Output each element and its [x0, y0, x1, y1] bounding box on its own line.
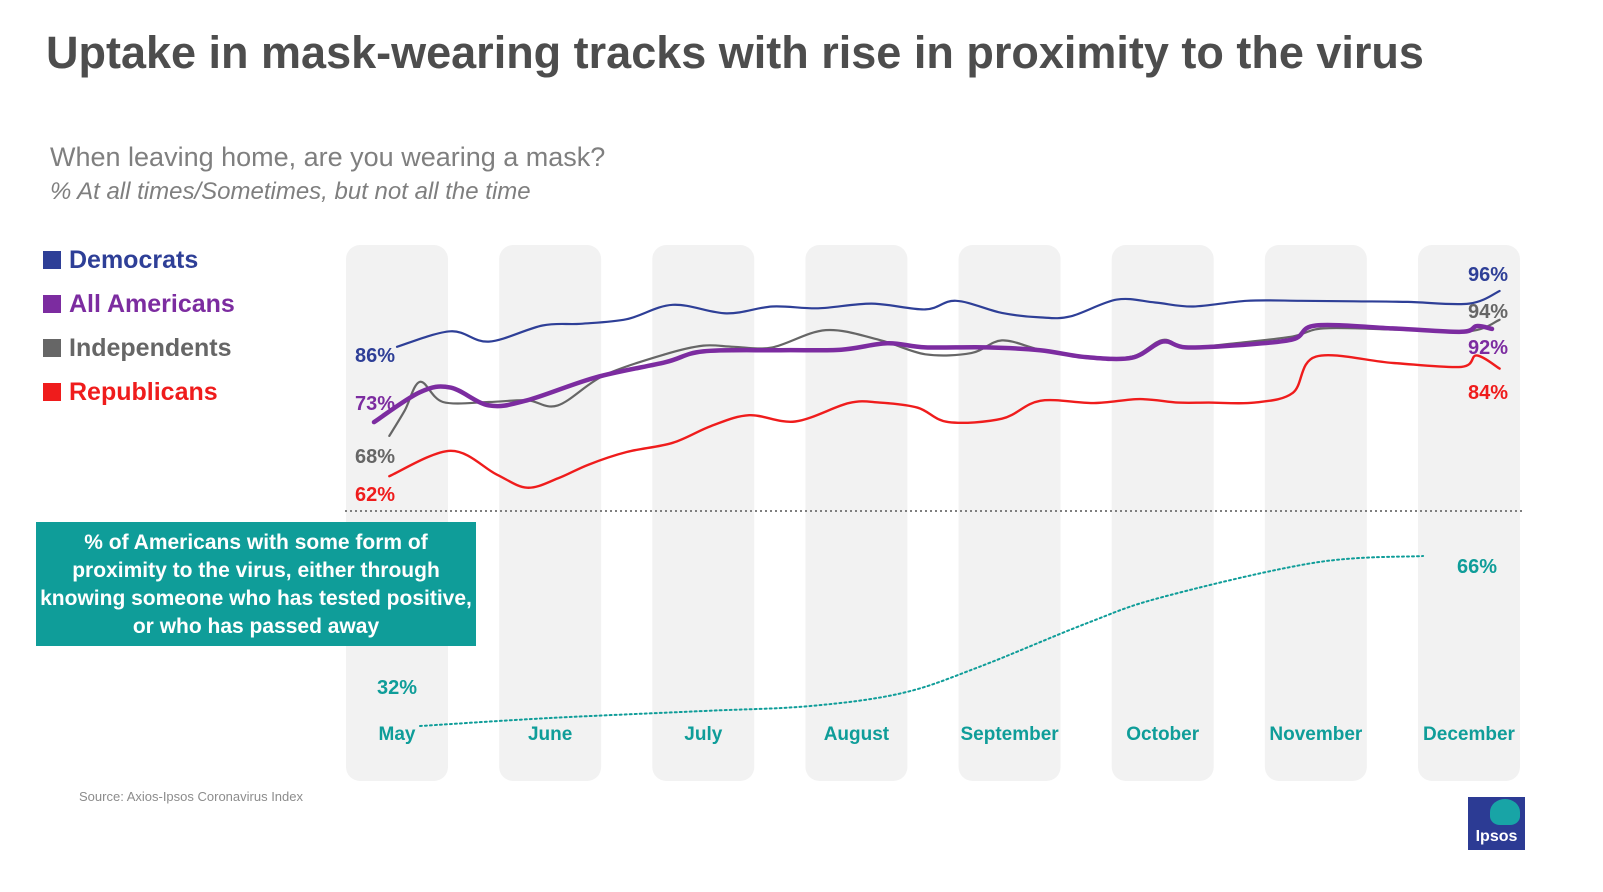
month-band-august — [805, 245, 908, 781]
legend-item-democrats[interactable]: Democrats — [43, 238, 235, 282]
end-label-democrats: 96% — [1468, 264, 1508, 286]
series-line-democrats — [395, 289, 1501, 348]
legend-item-all-americans[interactable]: All Americans — [43, 282, 235, 326]
start-label-proximity-to-the-virus: 32% — [377, 677, 417, 699]
chart-title: Uptake in mask-wearing tracks with rise … — [46, 27, 1424, 78]
x-tick-label-november: November — [1269, 724, 1363, 745]
month-band-june — [499, 245, 602, 781]
series-line-independents — [388, 318, 1501, 437]
series-line-all-americans — [371, 322, 1495, 425]
month-band-july — [652, 245, 755, 781]
month-band-october — [1111, 245, 1214, 781]
legend-swatch-independents — [43, 339, 61, 357]
x-tick-label-october: October — [1126, 724, 1199, 745]
end-label-all-americans: 92% — [1468, 337, 1508, 359]
x-tick-label-july: July — [684, 724, 722, 745]
legend-label-independents: Independents — [69, 333, 232, 362]
end-label-independents: 94% — [1468, 301, 1508, 323]
x-tick-label-june: June — [528, 724, 572, 745]
month-band-november — [1264, 245, 1367, 781]
month-band-december — [1418, 245, 1520, 781]
start-label-all-americans: 73% — [355, 393, 395, 415]
x-tick-label-december: December — [1423, 724, 1515, 745]
legend-label-republicans: Republicans — [69, 377, 218, 406]
legend-swatch-democrats — [43, 251, 61, 269]
end-label-proximity-to-the-virus: 66% — [1457, 556, 1497, 578]
legend: Democrats All Americans Independents Rep… — [43, 238, 235, 414]
legend-label-all-americans: All Americans — [69, 289, 235, 318]
start-label-independents: 68% — [355, 446, 395, 468]
series-line-republicans — [388, 353, 1501, 489]
ipsos-logo: Ipsos — [1468, 797, 1525, 850]
start-label-republicans: 62% — [355, 484, 395, 506]
legend-item-republicans[interactable]: Republicans — [43, 370, 235, 414]
series-line-proximity-to-the-virus — [419, 555, 1425, 727]
chart-subtitle: When leaving home, are you wearing a mas… — [50, 142, 606, 172]
x-tick-label-august: August — [824, 724, 890, 745]
x-tick-label-september: September — [960, 724, 1059, 745]
legend-label-democrats: Democrats — [69, 245, 199, 274]
start-label-democrats: 86% — [355, 345, 395, 367]
legend-item-independents[interactable]: Independents — [43, 326, 235, 370]
chart-subnote: % At all times/Sometimes, but not all th… — [50, 178, 531, 205]
legend-swatch-republicans — [43, 383, 61, 401]
ipsos-logo-text: Ipsos — [1475, 828, 1518, 845]
month-band-september — [958, 245, 1061, 781]
legend-swatch-all-americans — [43, 295, 61, 313]
end-label-republicans: 84% — [1468, 382, 1508, 404]
source-note: Source: Axios-Ipsos Coronavirus Index — [79, 789, 303, 804]
x-tick-label-may: May — [379, 724, 416, 745]
ipsos-logo-icon — [1490, 799, 1520, 825]
month-band-may — [346, 245, 448, 781]
proximity-callout: % of Americans with some form of proximi… — [36, 522, 476, 646]
